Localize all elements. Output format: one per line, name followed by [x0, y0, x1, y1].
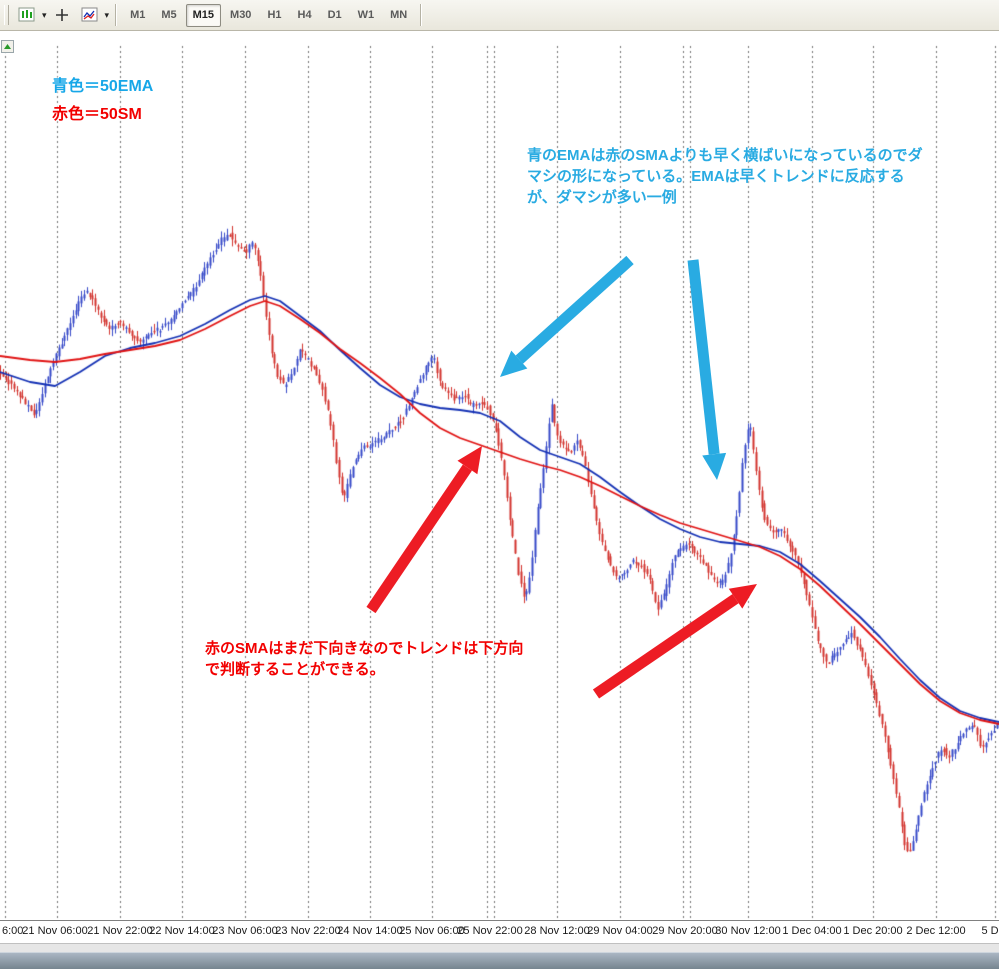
timeframe-button-M15[interactable]: M15: [185, 3, 222, 27]
time-axis-label: 6:00: [2, 925, 24, 937]
timeframe-button-MN[interactable]: MN: [390, 9, 408, 21]
sma-downtrend-note: 赤のSMAはまだ下向きなのでトレンドは下方向 で判断することができる。: [205, 640, 524, 678]
new-chart-button[interactable]: [14, 2, 40, 28]
time-axis-label: 1 Dec 04:00: [782, 925, 842, 937]
time-axis[interactable]: 6:00 21 Nov 06:00 21 Nov 22:00 22 Nov 14:00…: [0, 920, 999, 943]
time-axis-label: 30 Nov 12:00: [715, 925, 781, 937]
chart-corner-icon: [1, 40, 14, 58]
time-axis-label: 5 D: [981, 925, 999, 937]
time-axis-label: 21 Nov 06:00: [22, 925, 88, 937]
price-chart[interactable]: [0, 32, 999, 920]
time-axis-label: 25 Nov 06:00: [399, 925, 465, 937]
taskbar-strip: [0, 952, 999, 969]
chevron-down-icon[interactable]: ▾: [42, 9, 47, 20]
chevron-down-icon[interactable]: ▾: [104, 9, 110, 20]
time-axis-label: 23 Nov 06:00: [212, 925, 278, 937]
timeframe-button-M1[interactable]: M1: [130, 9, 146, 21]
time-axis-label: 28 Nov 12:00: [524, 925, 590, 937]
indicators-button[interactable]: [77, 2, 103, 28]
time-axis-label: 24 Nov 14:00: [337, 925, 403, 937]
time-axis-label: 23 Nov 22:00: [275, 925, 341, 937]
legend-sma-label: 赤色＝50SM: [52, 106, 142, 123]
indicators-icon: [81, 7, 98, 22]
candlestick-chart-icon: [18, 7, 35, 22]
time-axis-label: 2 Dec 12:00: [906, 925, 966, 937]
time-axis-label: 29 Nov 04:00: [587, 925, 653, 937]
ema-damashi-note: 青のEMAは赤のSMAよりも早く横ばいになっているのでダ マシの形になっている。…: [527, 147, 923, 206]
toolbar-separator: [115, 4, 118, 26]
timeframe-button-M30[interactable]: M30: [230, 9, 252, 21]
status-strip: [0, 943, 999, 953]
time-axis-label: 29 Nov 20:00: [652, 925, 718, 937]
timeframe-button-M5[interactable]: M5: [161, 9, 177, 21]
toolbar-separator: [420, 4, 423, 26]
time-axis-label: 25 Nov 22:00: [457, 925, 523, 937]
crosshair-button[interactable]: [49, 2, 75, 28]
time-axis-label: 1 Dec 20:00: [843, 925, 903, 937]
time-axis-label: 21 Nov 22:00: [87, 925, 153, 937]
timeframe-button-W1[interactable]: W1: [357, 9, 375, 21]
toolbar-grip[interactable]: [4, 5, 9, 25]
timeframe-button-group: M1 M5 M15 M30 H1 H4 D1 W1 MN: [122, 3, 415, 27]
top-toolbar: ▾ ▾ M1 M5 M15 M30 H1 H4 D1 W1 MN: [0, 0, 999, 31]
timeframe-button-H4[interactable]: H4: [297, 9, 312, 21]
timeframe-button-H1[interactable]: H1: [267, 9, 282, 21]
crosshair-icon: [55, 9, 68, 21]
legend-ema-label: 青色＝50EMA: [52, 78, 154, 95]
timeframe-button-D1[interactable]: D1: [327, 9, 342, 21]
time-axis-label: 22 Nov 14:00: [149, 925, 215, 937]
